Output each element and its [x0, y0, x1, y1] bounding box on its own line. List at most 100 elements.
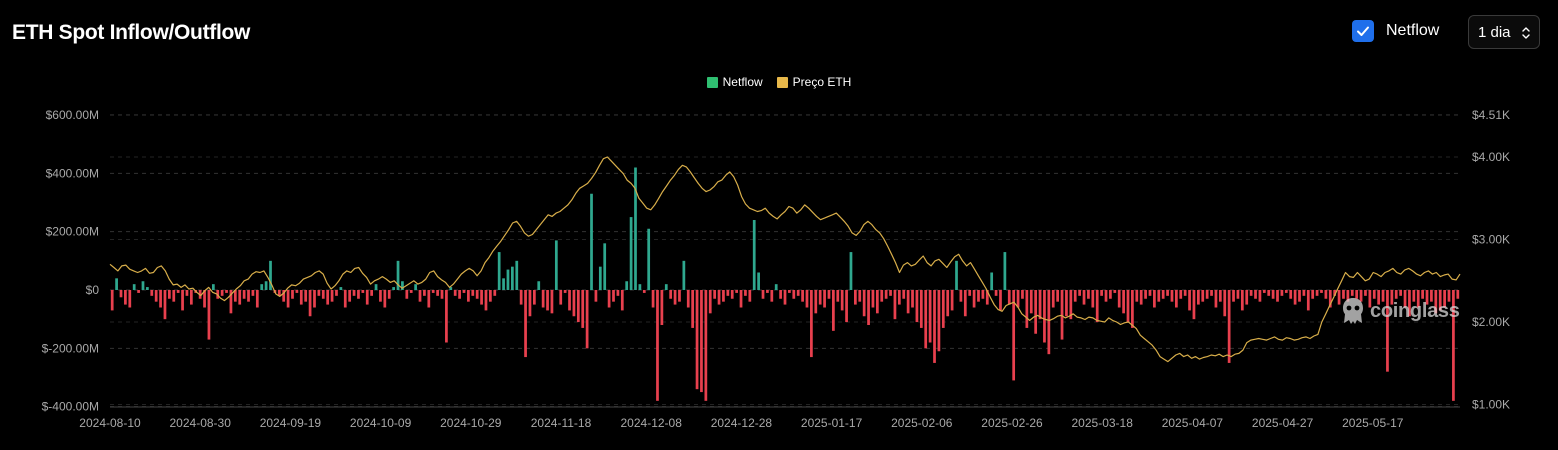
- netflow-bar: [726, 290, 730, 296]
- netflow-bar: [321, 290, 325, 299]
- netflow-bar: [361, 290, 365, 293]
- netflow-bar: [554, 240, 558, 290]
- netflow-bar: [1223, 290, 1227, 317]
- netflow-bar: [462, 290, 466, 293]
- netflow-bar: [845, 290, 848, 323]
- netflow-bar: [339, 287, 343, 290]
- netflow-bar: [203, 290, 206, 308]
- x-tick-label: 2024-10-09: [350, 416, 412, 430]
- netflow-bar: [832, 290, 835, 331]
- netflow-bar: [396, 260, 400, 290]
- netflow-bar: [1232, 290, 1235, 302]
- netflow-bar: [326, 290, 330, 305]
- legend-swatch-netflow: [706, 76, 718, 88]
- legend-item-price[interactable]: Preço ETH: [776, 75, 851, 89]
- y-right-tick-label: $4.00K: [1472, 150, 1510, 164]
- netflow-bar: [1034, 290, 1038, 334]
- netflow-bar: [141, 281, 145, 290]
- x-tick-label: 2025-03-18: [1072, 416, 1134, 430]
- netflow-bar: [1095, 290, 1099, 323]
- netflow-bar: [990, 272, 994, 290]
- netflow-bar: [211, 284, 215, 290]
- netflow-bar: [1293, 290, 1297, 305]
- netflow-bar: [1091, 290, 1095, 308]
- legend-item-netflow[interactable]: Netflow: [706, 75, 763, 89]
- netflow-bar: [511, 266, 514, 290]
- netflow-bar: [1399, 290, 1402, 296]
- netflow-bar: [357, 290, 360, 299]
- price-line: [109, 156, 1461, 363]
- netflow-bar: [695, 290, 699, 390]
- netflow-bar: [524, 290, 527, 358]
- netflow-bar: [458, 290, 461, 299]
- y-left-tick-label: $200.00M: [46, 225, 99, 239]
- netflow-bar: [1324, 290, 1328, 299]
- netflow-bar: [638, 284, 642, 290]
- netflow-bar: [550, 290, 554, 314]
- netflow-bar: [827, 290, 831, 299]
- netflow-bar: [225, 290, 228, 293]
- netflow-bar: [634, 167, 637, 290]
- netflow-bar: [902, 290, 906, 299]
- y-right-tick-label: $4.51K: [1472, 108, 1510, 122]
- interval-select[interactable]: 1 dia: [1468, 15, 1540, 49]
- netflow-bar: [1443, 290, 1446, 308]
- netflow-bar: [572, 290, 576, 317]
- y-left-tick-label: $-400.00M: [42, 400, 99, 414]
- netflow-bar: [1192, 290, 1196, 320]
- interval-select-value: 1 dia: [1478, 23, 1511, 41]
- netflow-bar: [132, 284, 136, 290]
- netflow-bar: [409, 290, 413, 293]
- netflow-bar: [1346, 290, 1350, 302]
- netflow-bar: [427, 290, 431, 308]
- netflow-bar: [260, 284, 264, 290]
- netflow-bar: [1438, 290, 1442, 311]
- netflow-bar: [598, 266, 602, 290]
- netflow-bar: [700, 290, 703, 393]
- netflow-bar: [242, 290, 246, 299]
- netflow-bar: [1003, 252, 1007, 290]
- netflow-bar: [946, 290, 950, 317]
- netflow-bar: [955, 260, 958, 290]
- netflow-bar: [1425, 290, 1429, 305]
- netflow-bar: [1368, 290, 1372, 308]
- netflow-bar: [502, 278, 505, 290]
- netflow-bar: [880, 290, 884, 302]
- netflow-bar: [308, 290, 312, 317]
- netflow-bar: [1394, 290, 1398, 299]
- netflow-bar: [440, 290, 444, 299]
- netflow-bar: [897, 290, 901, 305]
- netflow-bar: [616, 290, 620, 296]
- legend-label-netflow: Netflow: [722, 75, 763, 89]
- netflow-bar: [436, 290, 439, 296]
- y-left-tick-label: $0: [86, 283, 100, 297]
- netflow-bar: [1175, 290, 1178, 308]
- check-icon: [1357, 26, 1369, 36]
- netflow-bar: [484, 290, 488, 311]
- netflow-bar: [1131, 290, 1134, 328]
- netflow-bar: [1302, 290, 1306, 296]
- netflow-bar: [137, 290, 140, 293]
- netflow-bar: [1100, 290, 1103, 296]
- netflow-bar: [981, 290, 985, 299]
- netflow-bar: [656, 290, 659, 401]
- netflow-bar: [576, 290, 580, 323]
- netflow-checkbox[interactable]: [1352, 20, 1374, 42]
- netflow-bar: [941, 290, 945, 328]
- netflow-bar: [1126, 290, 1130, 323]
- netflow-bar: [277, 290, 281, 296]
- page-title: ETH Spot Inflow/Outflow: [12, 21, 251, 44]
- x-tick-label: 2024-08-30: [170, 416, 232, 430]
- y-right-tick-label: $1.00K: [1472, 398, 1510, 412]
- netflow-bar: [467, 290, 470, 302]
- netflow-bar: [423, 290, 426, 296]
- netflow-bar: [730, 290, 734, 299]
- netflow-bar: [704, 290, 708, 401]
- netflow-bar: [937, 290, 941, 352]
- netflow-bar: [849, 252, 853, 290]
- netflow-bar: [1390, 290, 1394, 305]
- netflow-bar: [1170, 290, 1174, 302]
- netflow-bar: [1456, 290, 1460, 299]
- netflow-toggle[interactable]: Netflow: [1352, 20, 1439, 42]
- netflow-bar: [471, 290, 475, 296]
